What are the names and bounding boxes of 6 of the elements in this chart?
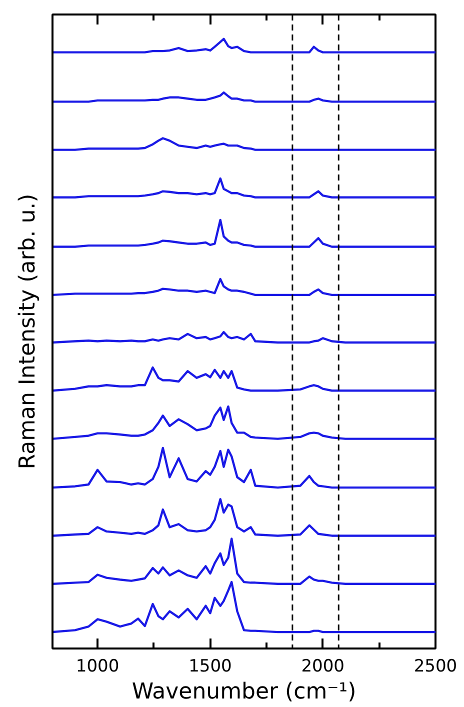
y-axis-title: Raman Intensity (arb. u.) bbox=[16, 194, 40, 470]
x-tick-label: 1000 bbox=[76, 656, 120, 676]
x-tick-label: 2000 bbox=[301, 656, 344, 676]
x-tick-label: 2500 bbox=[414, 656, 458, 676]
x-axis-title: Wavenumber (cm⁻¹) bbox=[132, 680, 356, 704]
x-tick-label: 1500 bbox=[188, 656, 232, 676]
